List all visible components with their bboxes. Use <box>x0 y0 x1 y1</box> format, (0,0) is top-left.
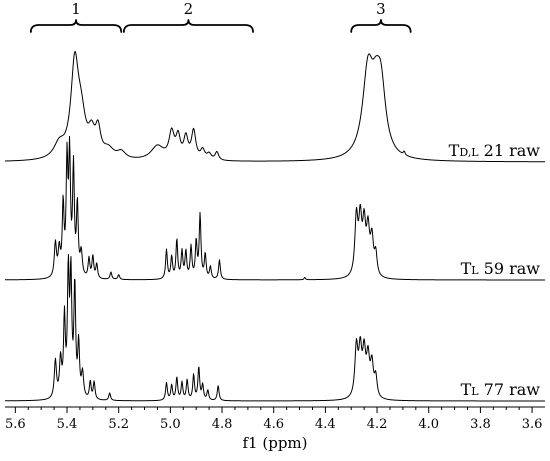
x-tick-label: 5.0 <box>160 417 181 432</box>
x-axis: 5.6 5.4 5.2 5.0 4.8 4.6 4.4 4.2 4.0 3.8 3.6 <box>5 406 545 432</box>
x-tick-label: 3.6 <box>522 417 543 432</box>
series-label: TL 59 raw <box>461 259 541 278</box>
x-tick-label: 4.4 <box>315 417 336 432</box>
x-tick-label: 4.2 <box>367 417 388 432</box>
series-label-sub: L <box>471 264 479 277</box>
series-label-main: T <box>461 380 472 399</box>
series-label: TD,L 21 raw <box>449 141 541 160</box>
series-label-main: T <box>449 141 460 160</box>
region-label: 3 <box>376 0 386 18</box>
x-tick-label: 5.2 <box>108 417 129 432</box>
x-tick-label: 4.6 <box>263 417 284 432</box>
region-brace <box>122 19 254 33</box>
region-braces: 1 2 3 <box>29 0 412 33</box>
x-tick-label: 5.4 <box>57 417 78 432</box>
region-brace <box>350 19 412 33</box>
x-tick-label: 4.8 <box>212 417 233 432</box>
series-label-sub: D,L <box>459 146 479 159</box>
region-label: 2 <box>184 0 194 18</box>
spectrum-line <box>4 50 545 163</box>
x-axis-label: f1 (ppm) <box>243 434 308 452</box>
x-tick-label: 5.6 <box>5 417 26 432</box>
series-label-sub: L <box>471 385 479 398</box>
region-label: 1 <box>71 0 81 18</box>
series-label-rest: 21 raw <box>479 141 541 160</box>
spectrum-line <box>5 254 545 402</box>
region-brace <box>29 19 123 33</box>
spectrum-line <box>4 135 545 281</box>
x-tick-label: 3.8 <box>470 417 491 432</box>
series-label-rest: 77 raw <box>479 380 541 399</box>
series-label: TL 77 raw <box>461 380 541 399</box>
series-label-main: T <box>461 259 472 278</box>
series-label-rest: 59 raw <box>479 259 541 278</box>
x-tick-label: 4.0 <box>418 417 439 432</box>
